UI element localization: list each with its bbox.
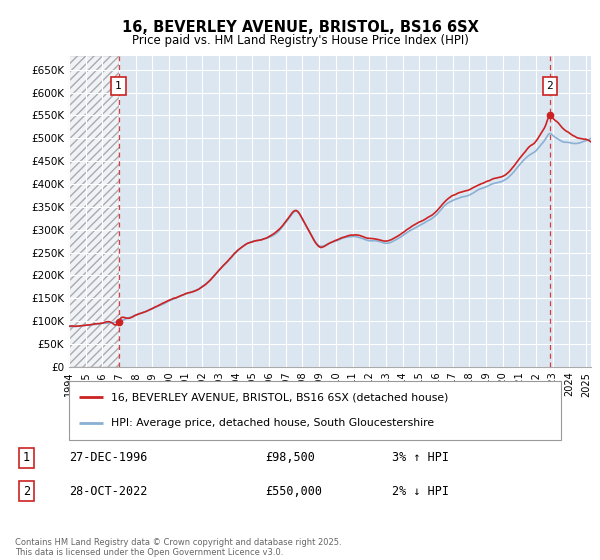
Text: 28-OCT-2022: 28-OCT-2022 <box>70 485 148 498</box>
Text: Price paid vs. HM Land Registry's House Price Index (HPI): Price paid vs. HM Land Registry's House … <box>131 34 469 46</box>
Text: £550,000: £550,000 <box>265 485 322 498</box>
FancyBboxPatch shape <box>69 381 561 440</box>
Text: 1: 1 <box>115 81 122 91</box>
Text: Contains HM Land Registry data © Crown copyright and database right 2025.
This d: Contains HM Land Registry data © Crown c… <box>15 538 341 557</box>
Text: 16, BEVERLEY AVENUE, BRISTOL, BS16 6SX (detached house): 16, BEVERLEY AVENUE, BRISTOL, BS16 6SX (… <box>111 392 448 402</box>
Text: HPI: Average price, detached house, South Gloucestershire: HPI: Average price, detached house, Sout… <box>111 418 434 428</box>
Text: 2: 2 <box>23 485 30 498</box>
Text: £98,500: £98,500 <box>265 451 316 464</box>
Text: 27-DEC-1996: 27-DEC-1996 <box>70 451 148 464</box>
Text: 3% ↑ HPI: 3% ↑ HPI <box>392 451 449 464</box>
Text: 2% ↓ HPI: 2% ↓ HPI <box>392 485 449 498</box>
Text: 1: 1 <box>23 451 30 464</box>
Text: 2: 2 <box>547 81 553 91</box>
Bar <box>69 56 119 367</box>
Bar <box>69 56 119 367</box>
Text: 16, BEVERLEY AVENUE, BRISTOL, BS16 6SX: 16, BEVERLEY AVENUE, BRISTOL, BS16 6SX <box>122 20 478 35</box>
